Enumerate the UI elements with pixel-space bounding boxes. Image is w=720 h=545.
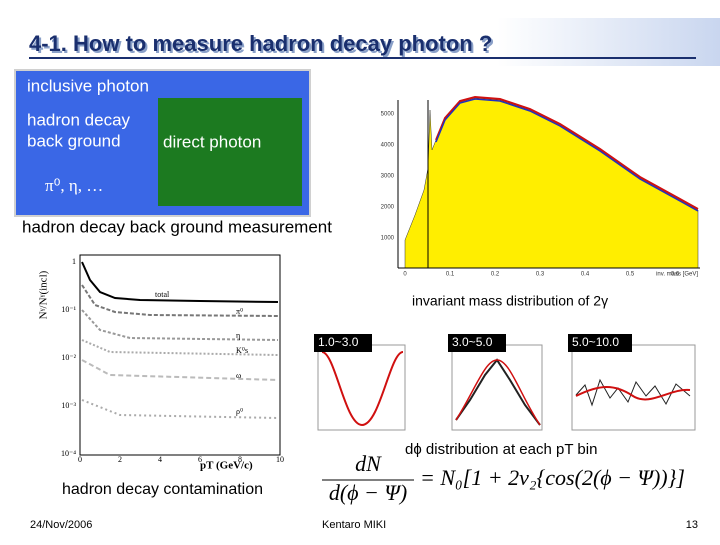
dphi-plots: 1.0~3.0 3.0~5.0 5.0~10.0	[314, 334, 696, 431]
y-tick-label: 1	[72, 257, 76, 266]
rhs: = N₀[1 + 2v₂{cos(2(ϕ − Ψ))}]	[420, 465, 685, 490]
fit-blue	[435, 98, 699, 212]
x-tick-label: 0	[78, 455, 82, 464]
footer-date: 24/Nov/2006	[30, 519, 92, 531]
curve	[81, 284, 279, 317]
mass-plot: inv. mass [GeV] 0 0.1 0.2 0.3 0.4 0.5 0.6 1000 2…	[370, 95, 705, 280]
curve	[81, 309, 279, 341]
y-tick-label: 1000	[381, 236, 395, 242]
curve	[81, 399, 279, 419]
y-tick-label: 2000	[381, 205, 395, 211]
x-tick-label: 0	[403, 272, 407, 278]
dphi-curve	[575, 386, 691, 401]
axes-box	[79, 254, 281, 456]
y-tick-label: 3000	[381, 174, 395, 180]
bin-label: 5.0~10.0	[572, 335, 619, 349]
x-tick-label: 2	[118, 455, 122, 464]
curve-label: η	[236, 331, 240, 340]
outer-label: inclusive photon	[27, 76, 149, 95]
dphi-frame	[451, 344, 543, 431]
dphi-curve	[321, 351, 404, 427]
inner-left: back ground	[27, 131, 121, 150]
y-label: Nᵞ/Nᵞ(incl)	[38, 270, 50, 319]
page-number: 13	[686, 519, 698, 531]
x-tick-label: 10	[276, 455, 284, 464]
dphi-curve	[575, 378, 691, 407]
y-tick-label: 10⁻³	[61, 401, 76, 410]
curve	[81, 261, 279, 303]
bin-tag	[448, 334, 506, 352]
bin-tag	[314, 334, 372, 352]
examples: π⁰, η, …	[45, 176, 103, 195]
x-tick-label: 0.5	[626, 272, 635, 278]
y-tick-label: 10⁻⁴	[61, 449, 76, 458]
bin-tag	[568, 334, 632, 352]
dphi-curve	[455, 359, 541, 426]
curve-label: ρ⁰	[236, 407, 243, 416]
y-tick-label: 10⁻¹	[61, 305, 76, 314]
direct-box	[158, 98, 302, 206]
x-tick-label: 0.3	[536, 272, 545, 278]
x-tick-label: 8	[238, 455, 242, 464]
caption: dϕ distribution at each pT bin	[405, 441, 597, 458]
x-tick-label: 0.2	[491, 272, 500, 278]
y-tick-label: 5000	[381, 112, 395, 118]
x-tick-label: 0.4	[581, 272, 590, 278]
x-tick-label: 4	[158, 455, 162, 464]
x-tick-label: 0.6	[671, 272, 680, 278]
title: 4-1. How to measure hadron decay photon …	[29, 31, 492, 56]
y-tick-label: 4000	[381, 143, 395, 149]
inner-left: hadron decay	[27, 110, 131, 129]
curve-label: K⁰s	[236, 346, 248, 355]
caption: invariant mass distribution of 2γ	[412, 293, 608, 309]
numerator: dN	[355, 451, 382, 476]
curve-label: ω	[236, 371, 241, 380]
section-label: hadron decay back ground measurement	[22, 217, 332, 236]
formula: dN d(ϕ − Ψ) = N₀[1 + 2v₂{cos(2(ϕ − Ψ))}]	[322, 451, 685, 505]
denominator: d(ϕ − Ψ)	[329, 480, 407, 505]
inner-right: direct photon	[163, 132, 261, 151]
x-label: pT (GeV/c)	[200, 460, 253, 472]
curve-label: total	[155, 290, 170, 299]
x-tick-label: 0.1	[446, 272, 455, 278]
bin-label: 1.0~3.0	[318, 335, 359, 349]
y-tick-label: 10⁻²	[61, 353, 76, 362]
curve	[81, 359, 279, 381]
bin-label: 3.0~5.0	[452, 335, 493, 349]
plot-frame	[30, 248, 288, 473]
x-label: inv. mass [GeV]	[656, 272, 698, 278]
caption: hadron decay contamination	[62, 481, 263, 498]
dphi-frame	[317, 344, 406, 431]
title-shadow: 4-1. How to measure hadron decay photon …	[31, 33, 494, 58]
x-tick-label: 6	[198, 455, 202, 464]
footer-author: Kentaro MIKI	[322, 519, 386, 531]
fit-red	[435, 95, 699, 210]
curve-label: π⁰	[236, 307, 243, 316]
contamination-plot: Nᵞ/Nᵞ(incl) pT (GeV/c) 0 2 4 6 8 10 1 10⁻¹ 10⁻² 1…	[30, 248, 288, 473]
